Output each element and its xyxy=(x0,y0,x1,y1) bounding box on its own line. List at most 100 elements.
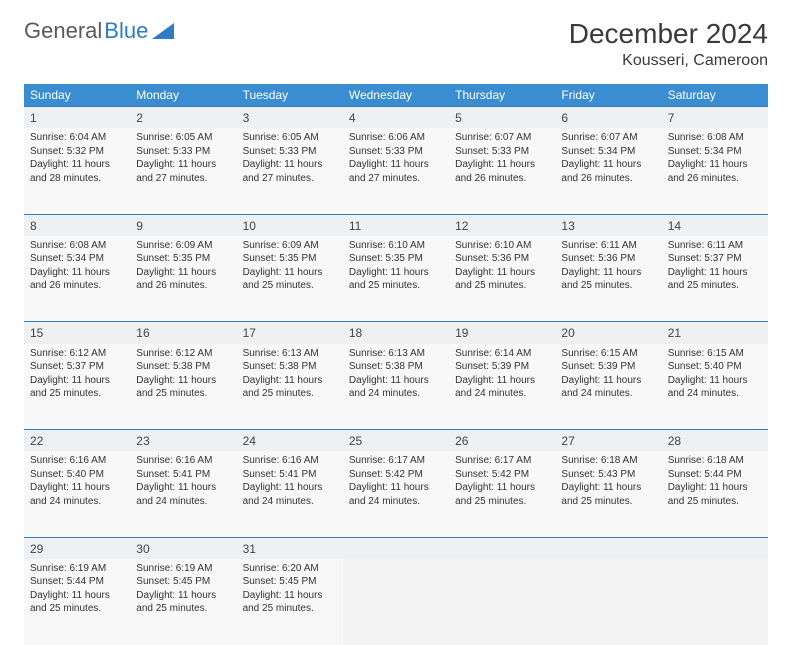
weekday-friday: Friday xyxy=(555,84,661,107)
sunrise-text: Sunrise: 6:10 AM xyxy=(455,239,549,253)
day-number: 9 xyxy=(130,214,236,236)
sunrise-text: Sunrise: 6:16 AM xyxy=(30,454,124,468)
sunset-text: Sunset: 5:38 PM xyxy=(136,360,230,374)
sunrise-text: Sunrise: 6:06 AM xyxy=(349,131,443,145)
daylight-text: Daylight: 11 hours and 24 minutes. xyxy=(668,374,762,401)
day-cell: Sunrise: 6:10 AMSunset: 5:35 PMDaylight:… xyxy=(343,236,449,322)
day-cell: Sunrise: 6:11 AMSunset: 5:37 PMDaylight:… xyxy=(662,236,768,322)
day-cell: Sunrise: 6:15 AMSunset: 5:39 PMDaylight:… xyxy=(555,344,661,430)
header: GeneralBlue December 2024 Kousseri, Came… xyxy=(24,18,768,70)
sunset-text: Sunset: 5:38 PM xyxy=(243,360,337,374)
daylight-text: Daylight: 11 hours and 25 minutes. xyxy=(455,481,549,508)
daylight-text: Daylight: 11 hours and 28 minutes. xyxy=(30,158,124,185)
sunset-text: Sunset: 5:41 PM xyxy=(243,468,337,482)
week-4-content-row: Sunrise: 6:19 AMSunset: 5:44 PMDaylight:… xyxy=(24,559,768,645)
daylight-text: Daylight: 11 hours and 24 minutes. xyxy=(30,481,124,508)
day-number: 31 xyxy=(237,537,343,559)
sunrise-text: Sunrise: 6:11 AM xyxy=(561,239,655,253)
day-cell: Sunrise: 6:07 AMSunset: 5:33 PMDaylight:… xyxy=(449,128,555,214)
daylight-text: Daylight: 11 hours and 27 minutes. xyxy=(349,158,443,185)
week-4-daynum-row: 293031 xyxy=(24,537,768,559)
calendar-table: SundayMondayTuesdayWednesdayThursdayFrid… xyxy=(24,84,768,645)
weekday-tuesday: Tuesday xyxy=(237,84,343,107)
day-cell: Sunrise: 6:16 AMSunset: 5:40 PMDaylight:… xyxy=(24,451,130,537)
day-cell: Sunrise: 6:18 AMSunset: 5:43 PMDaylight:… xyxy=(555,451,661,537)
day-number: 21 xyxy=(662,322,768,344)
day-number: 15 xyxy=(24,322,130,344)
daylight-text: Daylight: 11 hours and 25 minutes. xyxy=(349,266,443,293)
day-number: 3 xyxy=(237,107,343,129)
week-0-content-row: Sunrise: 6:04 AMSunset: 5:32 PMDaylight:… xyxy=(24,128,768,214)
sunset-text: Sunset: 5:37 PM xyxy=(30,360,124,374)
sunrise-text: Sunrise: 6:13 AM xyxy=(243,347,337,361)
daylight-text: Daylight: 11 hours and 27 minutes. xyxy=(136,158,230,185)
week-0-daynum-row: 1234567 xyxy=(24,107,768,129)
week-2-daynum-row: 15161718192021 xyxy=(24,322,768,344)
logo: GeneralBlue xyxy=(24,18,174,44)
daylight-text: Daylight: 11 hours and 25 minutes. xyxy=(30,374,124,401)
daylight-text: Daylight: 11 hours and 26 minutes. xyxy=(455,158,549,185)
sunrise-text: Sunrise: 6:15 AM xyxy=(561,347,655,361)
day-cell xyxy=(449,559,555,645)
sunset-text: Sunset: 5:37 PM xyxy=(668,252,762,266)
day-cell: Sunrise: 6:16 AMSunset: 5:41 PMDaylight:… xyxy=(130,451,236,537)
day-number: 23 xyxy=(130,430,236,452)
sunset-text: Sunset: 5:32 PM xyxy=(30,145,124,159)
sunrise-text: Sunrise: 6:17 AM xyxy=(455,454,549,468)
daylight-text: Daylight: 11 hours and 24 minutes. xyxy=(455,374,549,401)
sunset-text: Sunset: 5:33 PM xyxy=(243,145,337,159)
day-cell: Sunrise: 6:09 AMSunset: 5:35 PMDaylight:… xyxy=(237,236,343,322)
day-cell: Sunrise: 6:12 AMSunset: 5:37 PMDaylight:… xyxy=(24,344,130,430)
location: Kousseri, Cameroon xyxy=(569,52,768,70)
day-cell xyxy=(343,559,449,645)
daylight-text: Daylight: 11 hours and 26 minutes. xyxy=(136,266,230,293)
daylight-text: Daylight: 11 hours and 24 minutes. xyxy=(136,481,230,508)
day-number: 13 xyxy=(555,214,661,236)
day-cell: Sunrise: 6:16 AMSunset: 5:41 PMDaylight:… xyxy=(237,451,343,537)
day-number: 27 xyxy=(555,430,661,452)
day-number: 20 xyxy=(555,322,661,344)
day-number: 28 xyxy=(662,430,768,452)
sunset-text: Sunset: 5:36 PM xyxy=(561,252,655,266)
weekday-monday: Monday xyxy=(130,84,236,107)
day-cell: Sunrise: 6:17 AMSunset: 5:42 PMDaylight:… xyxy=(343,451,449,537)
sunrise-text: Sunrise: 6:18 AM xyxy=(561,454,655,468)
week-3-content-row: Sunrise: 6:16 AMSunset: 5:40 PMDaylight:… xyxy=(24,451,768,537)
day-number: 16 xyxy=(130,322,236,344)
daylight-text: Daylight: 11 hours and 25 minutes. xyxy=(243,374,337,401)
sunrise-text: Sunrise: 6:19 AM xyxy=(30,562,124,576)
sunrise-text: Sunrise: 6:18 AM xyxy=(668,454,762,468)
logo-text-2: Blue xyxy=(104,18,148,44)
day-number: 26 xyxy=(449,430,555,452)
sunset-text: Sunset: 5:35 PM xyxy=(243,252,337,266)
day-number xyxy=(555,537,661,559)
weekday-wednesday: Wednesday xyxy=(343,84,449,107)
daylight-text: Daylight: 11 hours and 26 minutes. xyxy=(30,266,124,293)
day-cell: Sunrise: 6:12 AMSunset: 5:38 PMDaylight:… xyxy=(130,344,236,430)
sunset-text: Sunset: 5:41 PM xyxy=(136,468,230,482)
day-cell: Sunrise: 6:15 AMSunset: 5:40 PMDaylight:… xyxy=(662,344,768,430)
day-number: 17 xyxy=(237,322,343,344)
sunset-text: Sunset: 5:44 PM xyxy=(30,575,124,589)
sunset-text: Sunset: 5:45 PM xyxy=(136,575,230,589)
weekday-saturday: Saturday xyxy=(662,84,768,107)
sunrise-text: Sunrise: 6:04 AM xyxy=(30,131,124,145)
sunrise-text: Sunrise: 6:09 AM xyxy=(243,239,337,253)
day-number: 11 xyxy=(343,214,449,236)
sunset-text: Sunset: 5:39 PM xyxy=(455,360,549,374)
day-number xyxy=(662,537,768,559)
sunset-text: Sunset: 5:39 PM xyxy=(561,360,655,374)
day-cell: Sunrise: 6:11 AMSunset: 5:36 PMDaylight:… xyxy=(555,236,661,322)
day-number: 19 xyxy=(449,322,555,344)
day-cell: Sunrise: 6:05 AMSunset: 5:33 PMDaylight:… xyxy=(130,128,236,214)
day-cell: Sunrise: 6:14 AMSunset: 5:39 PMDaylight:… xyxy=(449,344,555,430)
day-cell: Sunrise: 6:04 AMSunset: 5:32 PMDaylight:… xyxy=(24,128,130,214)
day-number: 22 xyxy=(24,430,130,452)
logo-text-1: General xyxy=(24,18,102,44)
sunrise-text: Sunrise: 6:05 AM xyxy=(136,131,230,145)
sunrise-text: Sunrise: 6:20 AM xyxy=(243,562,337,576)
day-cell xyxy=(662,559,768,645)
day-number: 1 xyxy=(24,107,130,129)
day-cell: Sunrise: 6:07 AMSunset: 5:34 PMDaylight:… xyxy=(555,128,661,214)
week-1-daynum-row: 891011121314 xyxy=(24,214,768,236)
